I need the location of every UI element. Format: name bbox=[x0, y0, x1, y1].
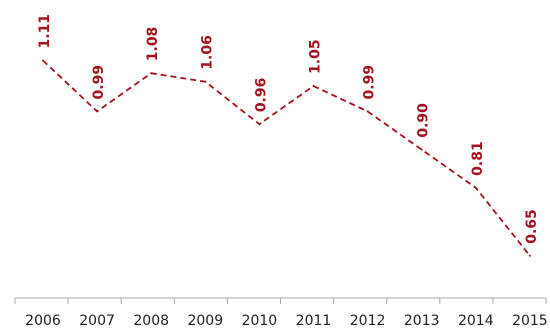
x-tick-label-2011: 2011 bbox=[296, 313, 332, 329]
data-label-group: 1.11 0.99 1.08 1.06 0.96 1.05 0.99 0.90 0.81 0.65 bbox=[37, 14, 540, 244]
data-label-2010: 0.96 bbox=[253, 78, 269, 113]
x-tick-label-2008: 2008 bbox=[133, 313, 169, 329]
data-point-2012 bbox=[366, 110, 369, 113]
data-point-2007 bbox=[96, 110, 99, 113]
data-point-2006 bbox=[42, 59, 44, 62]
x-tick-label-2015: 2015 bbox=[512, 313, 548, 329]
data-point-2015 bbox=[528, 254, 531, 257]
data-label-2007: 0.99 bbox=[91, 65, 107, 100]
x-tick-label-group: 2006 2007 2008 2009 2010 2011 2012 2013 2014 2015 bbox=[25, 313, 548, 329]
data-point-2009 bbox=[204, 80, 207, 83]
data-label-2012: 0.99 bbox=[362, 65, 378, 100]
series-line bbox=[42, 59, 531, 257]
x-axis bbox=[14, 297, 547, 304]
data-label-2006: 1.11 bbox=[37, 14, 53, 49]
data-label-2011: 1.05 bbox=[308, 39, 324, 74]
data-label-2009: 1.06 bbox=[199, 35, 215, 70]
x-tick-label-2010: 2010 bbox=[242, 313, 278, 329]
data-label-2014: 0.81 bbox=[470, 141, 486, 176]
data-point-2010 bbox=[258, 123, 261, 126]
data-label-2013: 0.90 bbox=[416, 103, 432, 138]
data-point-2008 bbox=[150, 72, 153, 75]
x-tick-label-2012: 2012 bbox=[350, 313, 386, 329]
x-tick-label-2007: 2007 bbox=[79, 313, 115, 329]
x-tick-label-2006: 2006 bbox=[25, 313, 61, 329]
x-tick-label-2014: 2014 bbox=[458, 313, 494, 329]
data-point-2013 bbox=[420, 148, 423, 151]
series-line-group bbox=[42, 59, 531, 257]
x-tick-label-2013: 2013 bbox=[404, 313, 440, 329]
x-tick-label-2009: 2009 bbox=[187, 313, 223, 329]
data-point-2011 bbox=[312, 84, 315, 87]
data-label-2008: 1.08 bbox=[145, 27, 161, 62]
data-point-2014 bbox=[474, 186, 477, 189]
data-label-2015: 0.65 bbox=[524, 209, 540, 244]
